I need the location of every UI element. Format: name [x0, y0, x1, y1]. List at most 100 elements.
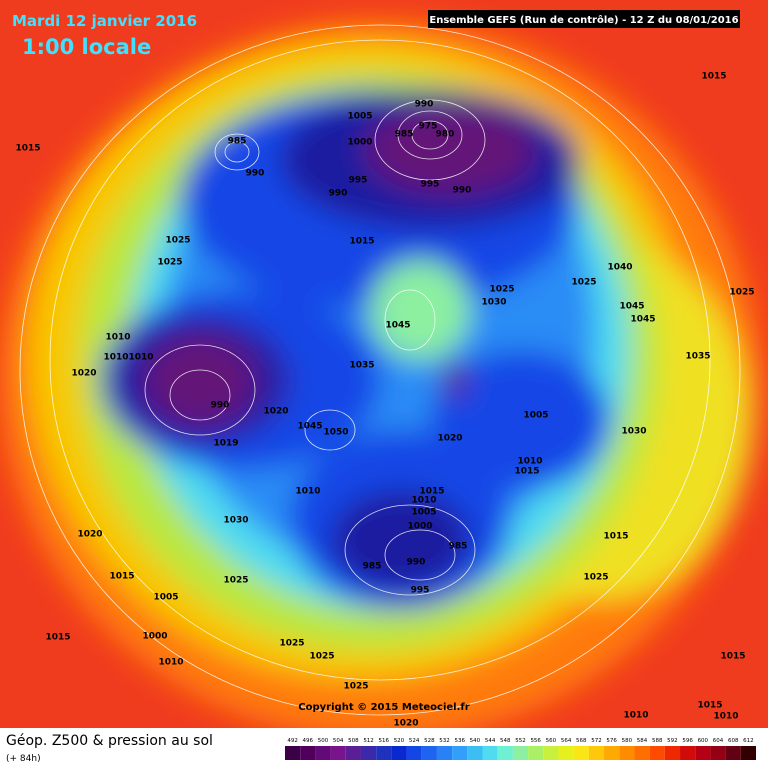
pressure-label: 1010	[713, 712, 738, 722]
colorbar-cell	[512, 746, 529, 760]
colorbar-label: 596	[682, 738, 693, 744]
pressure-label: 1030	[481, 298, 506, 308]
colorbar-cell	[300, 746, 316, 760]
colorbar-cell	[497, 746, 513, 760]
colorbar-label: 496	[303, 738, 314, 744]
pressure-label: 1025	[157, 258, 182, 268]
pressure-label: 1005	[411, 508, 436, 518]
colorbar-cell	[634, 746, 650, 760]
pressure-label: 1005	[153, 593, 178, 603]
pressure-label: 990	[415, 100, 434, 110]
pressure-label: 1010	[411, 496, 436, 506]
pressure-label: 1040	[607, 263, 632, 273]
pressure-label: 1015	[701, 72, 726, 82]
pressure-label: 1015	[109, 572, 134, 582]
pressure-label: 1000	[347, 138, 372, 148]
colorbar-label: 576	[606, 738, 617, 744]
pressure-label: 1010	[105, 333, 130, 343]
colorbar-cell	[543, 746, 559, 760]
colorbar-label: 568	[576, 738, 587, 744]
colorbar-cell	[360, 746, 377, 760]
footer-title: Géop. Z500 & pression au sol	[6, 733, 213, 749]
colorbar-cell	[680, 746, 696, 760]
colorbar-cell	[376, 746, 392, 760]
colorbar-cell	[528, 746, 544, 760]
colorbar-cell	[482, 746, 498, 760]
colorbar-cell	[330, 746, 346, 760]
colorbar-label: 560	[546, 738, 557, 744]
colorbar-label: 548	[500, 738, 511, 744]
colorbar-cell	[573, 746, 589, 760]
colorbar-cell	[452, 746, 468, 760]
local-time: 1:00 locale	[22, 35, 151, 59]
pressure-label: 1025	[309, 652, 334, 662]
pressure-label: 1015	[419, 487, 444, 497]
colorbar-label: 584	[637, 738, 648, 744]
pressure-label: 990	[407, 558, 426, 568]
colorbar-cell	[664, 746, 681, 760]
colorbar-label: 492	[287, 738, 298, 744]
pressure-label: 1010	[517, 457, 542, 467]
pressure-label: 990	[246, 169, 265, 179]
pressure-label: 1015	[697, 701, 722, 711]
colorbar-cell	[421, 746, 437, 760]
colorbar-label: 604	[713, 738, 724, 744]
pressure-label: 985	[228, 137, 247, 147]
run-info: Ensemble GEFS (Run de contrôle) - 12 Z d…	[429, 14, 738, 26]
colorbar-label: 528	[424, 738, 435, 744]
pressure-label: 1045	[385, 321, 410, 331]
colorbar-cell	[604, 746, 620, 760]
pressure-label: 1035	[349, 361, 374, 371]
pressure-label: 1010	[623, 711, 648, 721]
colorbar-label: 564	[561, 738, 572, 744]
colorbar-cell	[467, 746, 483, 760]
pressure-label: 1030	[621, 427, 646, 437]
colorbar-cell	[391, 746, 407, 760]
colorbar-cell	[725, 746, 741, 760]
colorbar-cell	[588, 746, 605, 760]
pressure-label: 1015	[514, 467, 539, 477]
pressure-label: 1015	[720, 652, 745, 662]
pressure-label: 1025	[729, 288, 754, 298]
pressure-label: 1015	[349, 237, 374, 247]
pressure-label: 990	[329, 189, 348, 199]
pressure-label: 1010	[103, 353, 128, 363]
pressure-label: 1015	[15, 144, 40, 154]
map-field	[0, 0, 768, 728]
colorbar-cell	[695, 746, 711, 760]
colorbar-label: 512	[363, 738, 374, 744]
pressure-label: 1025	[165, 236, 190, 246]
colorbar-cell	[406, 746, 422, 760]
pressure-label: 1050	[323, 428, 348, 438]
pressure-label: 985	[449, 542, 468, 552]
colorbar-cell	[315, 746, 331, 760]
pressure-label: 1025	[343, 682, 368, 692]
pressure-label: 995	[349, 176, 368, 186]
pressure-label: 1000	[142, 632, 167, 642]
pressure-label: 1005	[523, 411, 548, 421]
pressure-label: 1000	[407, 522, 432, 532]
pressure-label: 975	[419, 122, 438, 132]
copyright: Copyright © 2015 Meteociel.fr	[298, 702, 469, 713]
colorbar-label: 524	[409, 738, 420, 744]
colorbar-label: 588	[652, 738, 663, 744]
pressure-label: 1005	[347, 112, 372, 122]
colorbar-label: 612	[743, 738, 754, 744]
colorbar-label: 508	[348, 738, 359, 744]
pressure-label: 1010	[158, 658, 183, 668]
colorbar-label: 600	[698, 738, 709, 744]
colorbar-label: 580	[622, 738, 633, 744]
pressure-label: 1045	[619, 302, 644, 312]
colorbar-label: 544	[485, 738, 496, 744]
colorbar-label: 540	[470, 738, 481, 744]
colorbar-cell	[436, 746, 453, 760]
pressure-label: 1030	[223, 516, 248, 526]
pressure-label: 1045	[297, 422, 322, 432]
pressure-label: 990	[453, 186, 472, 196]
colorbar-cell	[558, 746, 574, 760]
pressure-label: 1020	[77, 530, 102, 540]
pressure-label: 990	[211, 401, 230, 411]
pressure-label: 985	[363, 562, 382, 572]
pressure-label: 1035	[685, 352, 710, 362]
